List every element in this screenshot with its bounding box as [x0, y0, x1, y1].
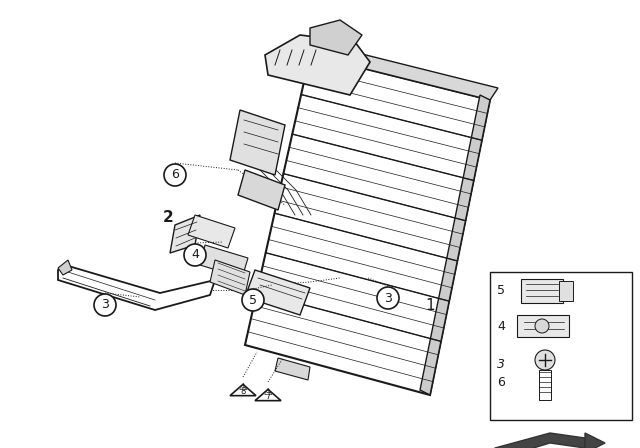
Text: 7: 7: [266, 392, 271, 401]
Text: 1: 1: [425, 297, 435, 313]
Polygon shape: [245, 55, 490, 395]
Text: 5: 5: [497, 284, 505, 297]
FancyBboxPatch shape: [521, 279, 563, 303]
Text: ⚠: ⚠: [239, 382, 248, 392]
Text: 5: 5: [249, 293, 257, 306]
Text: 4: 4: [191, 249, 199, 262]
Polygon shape: [230, 384, 256, 396]
Circle shape: [164, 164, 186, 186]
Circle shape: [242, 289, 264, 311]
Polygon shape: [170, 215, 200, 253]
Polygon shape: [200, 245, 248, 278]
Polygon shape: [245, 270, 310, 315]
FancyBboxPatch shape: [559, 281, 573, 301]
Circle shape: [94, 294, 116, 316]
Text: 3: 3: [384, 292, 392, 305]
Polygon shape: [238, 170, 285, 210]
Polygon shape: [585, 433, 605, 448]
Polygon shape: [230, 110, 285, 175]
Text: 6: 6: [171, 168, 179, 181]
FancyBboxPatch shape: [517, 315, 569, 337]
Circle shape: [535, 350, 555, 370]
Circle shape: [377, 287, 399, 309]
Circle shape: [535, 319, 549, 333]
Polygon shape: [310, 43, 498, 100]
Polygon shape: [58, 265, 215, 310]
Text: 8: 8: [240, 387, 246, 396]
Text: 6: 6: [497, 375, 505, 388]
Polygon shape: [310, 20, 362, 55]
Polygon shape: [210, 260, 250, 295]
Polygon shape: [420, 95, 490, 395]
Circle shape: [184, 244, 206, 266]
Polygon shape: [265, 35, 370, 95]
Polygon shape: [495, 433, 585, 448]
Polygon shape: [188, 215, 235, 248]
Polygon shape: [58, 260, 72, 275]
Text: 3: 3: [497, 358, 505, 370]
Polygon shape: [255, 389, 281, 401]
Bar: [539, 370, 551, 400]
Bar: [490, 272, 632, 420]
Text: ⚠: ⚠: [264, 387, 273, 397]
Text: 4: 4: [497, 320, 505, 333]
Text: 3: 3: [101, 298, 109, 311]
Text: 2: 2: [163, 211, 173, 225]
Polygon shape: [275, 358, 310, 380]
